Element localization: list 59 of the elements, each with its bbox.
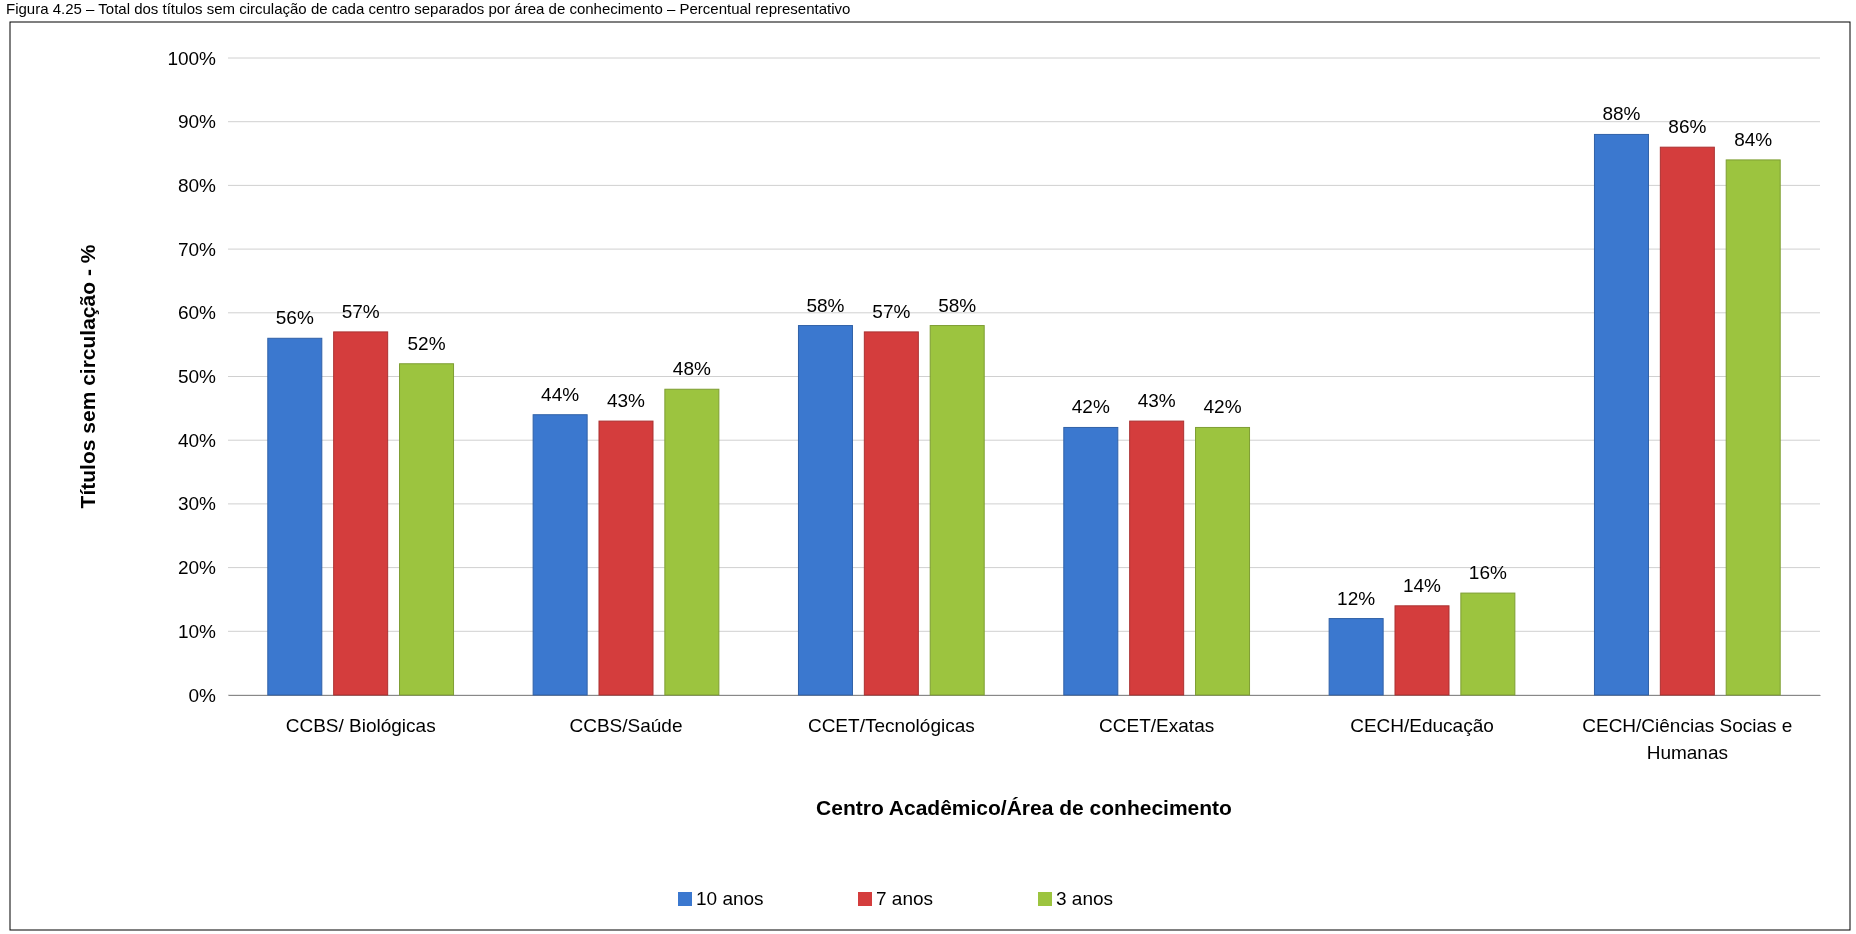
- bar: [1593, 133, 1649, 696]
- data-label: 48%: [672, 358, 711, 380]
- data-label: 86%: [1668, 116, 1707, 138]
- bar: [1659, 146, 1715, 696]
- y-tick-label: 60%: [177, 302, 217, 324]
- data-label: 52%: [407, 332, 446, 354]
- y-tick-label: 90%: [177, 111, 217, 133]
- y-tick-label: 40%: [177, 429, 217, 451]
- bar: [532, 414, 588, 696]
- data-label: 57%: [872, 300, 911, 322]
- bar: [267, 337, 323, 696]
- data-label: 88%: [1602, 103, 1641, 125]
- legend-label: 7 anos: [876, 888, 934, 909]
- legend-label: 3 anos: [1056, 888, 1114, 909]
- chart-title: Figura 4.25 – Total dos títulos sem circulação de cada centro separados por área de conhecimento – Percentual representativo: [6, 0, 851, 17]
- data-label: 12%: [1337, 587, 1376, 609]
- y-tick-label: 20%: [177, 557, 217, 579]
- y-tick-label: 100%: [167, 47, 217, 69]
- data-label: 44%: [541, 383, 580, 405]
- data-label: 14%: [1402, 574, 1442, 596]
- data-label: 58%: [938, 294, 977, 316]
- data-label: 43%: [606, 390, 646, 412]
- y-tick-label: 80%: [177, 174, 217, 196]
- bar: [797, 325, 853, 696]
- data-label: 43%: [1137, 390, 1176, 412]
- y-tick-label: 30%: [177, 493, 217, 515]
- x-tick-label: CECH/Educação: [1350, 715, 1494, 736]
- y-axis-title: Títulos sem circulação - %: [76, 244, 99, 509]
- x-tick-label: CCET/Tecnológicas: [807, 715, 975, 736]
- bar: [664, 388, 720, 696]
- data-label: 42%: [1203, 396, 1242, 418]
- y-tick-label: 10%: [177, 620, 217, 642]
- bar: [1725, 159, 1781, 696]
- x-tick-label: CECH/Ciências Socias e Humanas: [1582, 715, 1793, 763]
- bar: [333, 331, 389, 696]
- bar: [929, 325, 985, 696]
- bar: [1394, 605, 1450, 696]
- data-label: 42%: [1071, 396, 1110, 418]
- bar: [1460, 592, 1516, 696]
- data-label: 84%: [1734, 128, 1773, 150]
- x-tick-label: CCBS/ Biológicas: [285, 715, 436, 736]
- bar: [863, 331, 919, 696]
- y-tick-label: 70%: [177, 238, 217, 260]
- bar: [1063, 426, 1119, 696]
- data-label: 16%: [1468, 562, 1507, 584]
- x-axis-title: Centro Acadêmico/Área de conhecimento: [816, 796, 1232, 819]
- bar: [399, 363, 455, 696]
- x-tick-label: CCET/Exatas: [1099, 715, 1215, 736]
- x-tick-label: CCBS/Saúde: [569, 715, 683, 736]
- y-tick-label: 0%: [188, 684, 217, 706]
- data-label: 56%: [275, 307, 314, 329]
- data-label: 58%: [806, 294, 845, 316]
- bar: [1328, 618, 1384, 696]
- bar: [1195, 426, 1251, 696]
- data-label: 57%: [341, 300, 380, 322]
- bar: [1129, 420, 1185, 696]
- legend-label: 10 anos: [696, 888, 764, 909]
- bar: [598, 420, 654, 696]
- y-tick-label: 50%: [177, 366, 217, 388]
